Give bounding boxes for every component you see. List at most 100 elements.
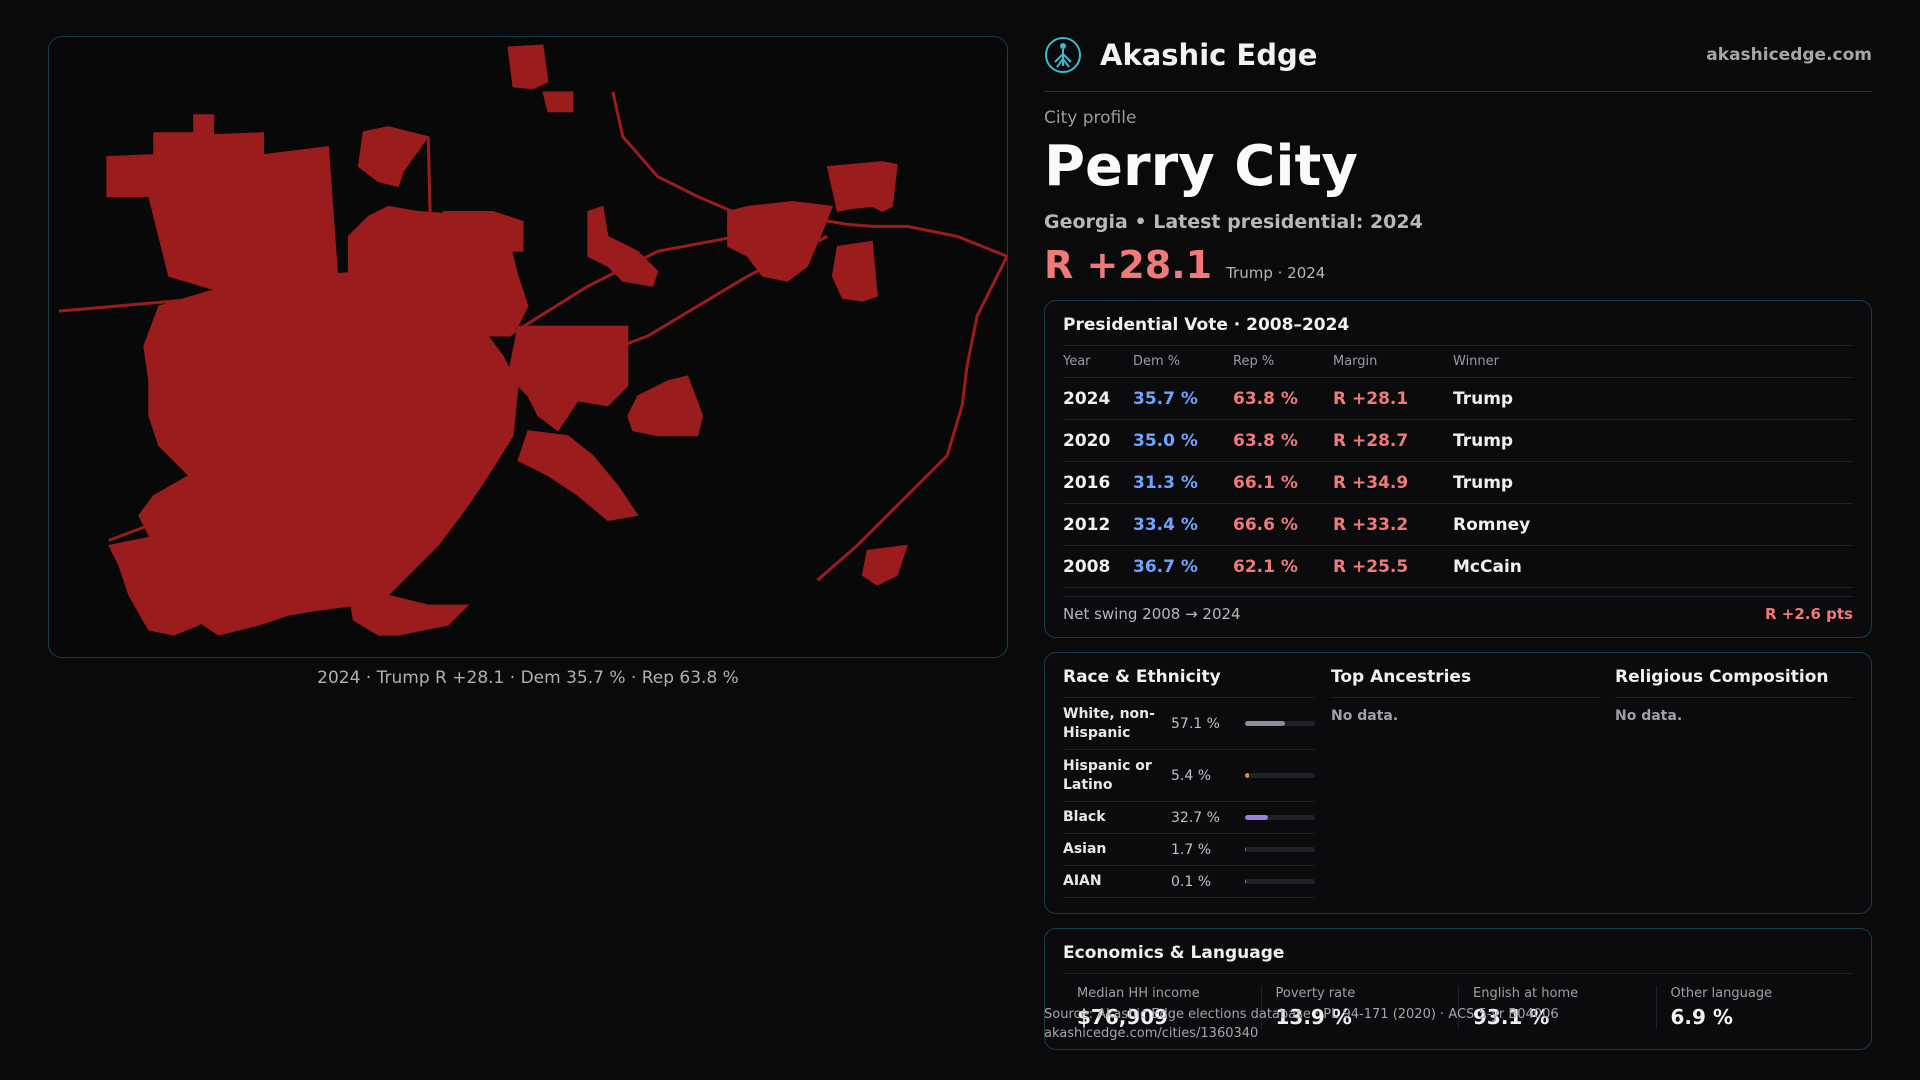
- row-margin: R +33.2: [1333, 514, 1409, 535]
- econ-value: 13.9 %: [1275, 1005, 1352, 1029]
- race-name: Black: [1063, 809, 1106, 826]
- city-boundary-svg: [58, 44, 1007, 636]
- boundary-n-block-1: [357, 126, 430, 188]
- economics-language-card: Economics & Language Median HH income $7…: [1044, 928, 1872, 1050]
- headline-margin: R +28.1: [1044, 242, 1213, 287]
- econ-cell-poverty: Poverty rate 13.9 %: [1260, 986, 1459, 1029]
- row-winner: McCain: [1453, 556, 1522, 577]
- row-dem: 36.7 %: [1133, 556, 1198, 577]
- row-margin: R +25.5: [1333, 556, 1409, 577]
- boundary-top-nub-2: [542, 91, 574, 113]
- race-bar-track: [1245, 879, 1315, 884]
- headline-margin-row: R +28.1 Trump · 2024: [1044, 243, 1872, 287]
- race-bar-track: [1245, 847, 1315, 852]
- race-row: Black 32.7 %: [1063, 802, 1315, 834]
- boundary-sw-lobe: [108, 524, 230, 636]
- row-year: 2008: [1063, 556, 1111, 577]
- row-year: 2012: [1063, 514, 1111, 535]
- city-subtitle: Georgia • Latest presidential: 2024: [1044, 210, 1423, 233]
- row-margin: R +28.1: [1333, 388, 1409, 409]
- city-profile-panel: Akashic Edge akashicedge.com City profil…: [1044, 36, 1872, 1050]
- top-ancestries-empty: No data.: [1331, 708, 1399, 724]
- row-rep: 66.1 %: [1233, 472, 1298, 493]
- boundary-e-block-3: [627, 375, 704, 437]
- boundary-line-e: [816, 255, 1007, 582]
- row-winner: Romney: [1453, 514, 1531, 535]
- race-name: AIAN: [1063, 873, 1102, 890]
- brand-header: Akashic Edge akashicedge.com: [1044, 36, 1872, 92]
- row-dem: 35.7 %: [1133, 388, 1198, 409]
- race-value: 5.4 %: [1171, 767, 1212, 784]
- race-row: AIAN 0.1 %: [1063, 866, 1315, 898]
- brand-url[interactable]: akashicedge.com: [1706, 44, 1872, 65]
- econ-label: Median HH income: [1077, 986, 1200, 1001]
- race-bar-track: [1245, 721, 1315, 726]
- economics-grid: Median HH income $76,909 Poverty rate 13…: [1063, 986, 1853, 1029]
- boundary-line-v: [426, 136, 432, 217]
- race-bar-fill: [1245, 721, 1285, 726]
- boundary-n-block-3: [442, 210, 524, 252]
- religious-composition-empty: No data.: [1615, 708, 1683, 724]
- boundary-nw-block: [106, 114, 339, 292]
- row-winner: Trump: [1453, 472, 1514, 493]
- boundary-se-nub: [861, 544, 908, 586]
- boundary-line-diag-1: [507, 219, 788, 338]
- race-value: 57.1 %: [1171, 715, 1220, 732]
- econ-cell-income: Median HH income $76,909: [1063, 986, 1261, 1029]
- demographics-card: Race & Ethnicity White, non-Hispanic 57.1…: [1044, 652, 1872, 914]
- econ-cell-english: English at home 93.1 %: [1458, 986, 1656, 1029]
- econ-value: 6.9 %: [1670, 1005, 1733, 1029]
- econ-value: 93.1 %: [1473, 1005, 1550, 1029]
- row-year: 2016: [1063, 472, 1111, 493]
- col-rep: Rep %: [1233, 354, 1275, 369]
- col-winner: Winner: [1453, 354, 1500, 369]
- brand[interactable]: Akashic Edge: [1044, 36, 1317, 74]
- race-bar-fill: [1245, 879, 1247, 884]
- race-bar-track: [1245, 773, 1315, 778]
- footer: Source: Akashic Edge elections database …: [1044, 1006, 1559, 1044]
- city-profile-label: City profile: [1044, 108, 1137, 128]
- race-value: 32.7 %: [1171, 809, 1220, 826]
- map-caption: 2024 · Trump R +28.1 · Dem 35.7 % · Rep …: [317, 668, 739, 688]
- table-row: 2024 35.7 % 63.8 % R +28.1 Trump: [1063, 378, 1853, 420]
- row-winner: Trump: [1453, 430, 1514, 451]
- row-rep: 66.6 %: [1233, 514, 1298, 535]
- row-margin: R +34.9: [1333, 472, 1409, 493]
- row-rep: 63.8 %: [1233, 430, 1298, 451]
- city-map[interactable]: [48, 36, 1008, 658]
- top-ancestries-section: Top Ancestries No data.: [1331, 667, 1599, 899]
- boundary-line-diag-2: [567, 235, 829, 368]
- footer-url[interactable]: akashicedge.com/cities/1360340: [1044, 1025, 1259, 1041]
- race-bar-fill: [1245, 815, 1268, 820]
- boundary-e-block-2: [507, 325, 629, 432]
- race-ethnicity-list: White, non-Hispanic 57.1 % Hispanic or Lat…: [1063, 698, 1315, 898]
- race-ethnicity-title: Race & Ethnicity: [1063, 667, 1315, 698]
- table-row: 2008 36.7 % 62.1 % R +25.5 McCain: [1063, 546, 1853, 588]
- econ-label: Poverty rate: [1275, 986, 1356, 1001]
- race-row: Hispanic or Latino 5.4 %: [1063, 750, 1315, 802]
- boundary-line-ne: [611, 91, 1007, 258]
- brand-name: Akashic Edge: [1100, 37, 1318, 72]
- col-year: Year: [1063, 354, 1091, 369]
- headline-note: Trump · 2024: [1226, 263, 1326, 282]
- row-year: 2020: [1063, 430, 1111, 451]
- boundary-line-w: [58, 296, 209, 313]
- net-swing-row: Net swing 2008 → 2024 R +2.6 pts: [1063, 596, 1853, 630]
- boundary-line-sw: [108, 504, 220, 542]
- row-dem: 33.4 %: [1133, 514, 1198, 535]
- presidential-vote-card: Presidential Vote · 2008–2024 Year Dem %…: [1044, 300, 1872, 638]
- city-boundary-shapes: [106, 44, 908, 636]
- city-boundary-lines: [58, 91, 1007, 582]
- race-bar-fill: [1245, 847, 1247, 852]
- race-value: 0.1 %: [1171, 873, 1212, 890]
- econ-value: $76,909: [1077, 1005, 1169, 1029]
- boundary-ne-block-1: [727, 200, 834, 282]
- boundary-top-nub: [507, 44, 549, 90]
- page-title: Perry City: [1044, 134, 1358, 199]
- econ-cell-other-language: Other language 6.9 %: [1655, 986, 1854, 1029]
- table-row: 2020 35.0 % 63.8 % R +28.7 Trump: [1063, 420, 1853, 462]
- row-dem: 35.0 %: [1133, 430, 1198, 451]
- table-row: 2012 33.4 % 66.6 % R +33.2 Romney: [1063, 504, 1853, 546]
- econ-label: Other language: [1670, 986, 1773, 1001]
- boundary-e-block-4: [517, 430, 639, 521]
